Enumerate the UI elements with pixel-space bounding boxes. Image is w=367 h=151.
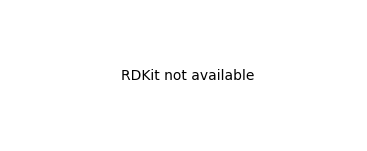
Text: RDKit not available: RDKit not available (121, 69, 255, 83)
